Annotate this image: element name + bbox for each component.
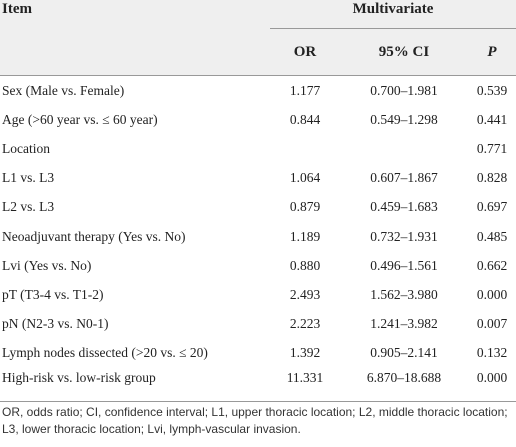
row-label: High-risk vs. low-risk group bbox=[0, 367, 270, 402]
table-row: Lvi (Yes vs. No) 0.880 0.496–1.561 0.662 bbox=[0, 251, 516, 280]
cell: 1.241–3.982 bbox=[370, 316, 438, 332]
table-row: Location 0.771 bbox=[0, 134, 516, 163]
cell: 0.549–1.298 bbox=[370, 111, 438, 127]
table-row: Sex (Male vs. Female) 1.177 0.700–1.981 0.5… bbox=[0, 76, 516, 106]
row-label: Lvi (Yes vs. No) bbox=[2, 257, 92, 273]
cell: 2.493 bbox=[289, 286, 321, 302]
cell: 0.700–1.981 bbox=[370, 82, 438, 98]
table-row: pT (T3-4 vs. T1-2) 2.493 1.562–3.980 0.000 bbox=[0, 280, 516, 309]
cell: 0.828 bbox=[476, 170, 508, 186]
row-label: pN (N2-3 vs. N0-1) bbox=[2, 316, 109, 332]
cell: 11.331 bbox=[270, 367, 340, 402]
group-header: Multivariate bbox=[270, 0, 516, 29]
cell: 0.662 bbox=[476, 257, 508, 273]
footnote: OR, odds ratio; CI, confidence interval;… bbox=[2, 405, 508, 436]
cell: 0.607–1.867 bbox=[370, 170, 438, 186]
row-label: Lymph nodes dissected (>20 vs. ≤ 20) bbox=[2, 345, 208, 361]
cell: 1.177 bbox=[289, 82, 321, 98]
column-header: OR bbox=[270, 28, 340, 76]
cell: 0.441 bbox=[476, 111, 508, 127]
cell bbox=[270, 134, 340, 163]
cell: 0.496–1.561 bbox=[370, 257, 438, 273]
cell: 0.879 bbox=[289, 199, 321, 215]
cell: 0.007 bbox=[476, 316, 508, 332]
table-row: Age (>60 year vs. ≤ 60 year) 0.844 0.549–1… bbox=[0, 105, 516, 134]
item-header: Item bbox=[2, 1, 32, 17]
column-header: 95% CI bbox=[340, 28, 468, 76]
column-header: P bbox=[468, 28, 516, 76]
cell: 1.064 bbox=[289, 170, 321, 186]
cell: 0.844 bbox=[289, 111, 321, 127]
row-label: L2 vs. L3 bbox=[2, 199, 55, 215]
table-row: Lymph nodes dissected (>20 vs. ≤ 20) 1.39… bbox=[0, 339, 516, 368]
cell: 1.392 bbox=[289, 345, 321, 361]
cell: 6.870–18.688 bbox=[340, 367, 468, 402]
table-body: Sex (Male vs. Female) 1.177 0.700–1.981 0.5… bbox=[0, 76, 516, 402]
results-table: Item Multivariate OR 95% CI P Sex (Male … bbox=[0, 0, 516, 402]
table-row: pN (N2-3 vs. N0-1) 2.223 1.241–3.982 0.007 bbox=[0, 310, 516, 339]
table-row: L1 vs. L3 1.064 0.607–1.867 0.828 bbox=[0, 164, 516, 193]
cell: 0.905–2.141 bbox=[370, 345, 438, 361]
row-label: Location bbox=[2, 140, 50, 156]
cell: 1.189 bbox=[289, 228, 321, 244]
row-label: L1 vs. L3 bbox=[2, 170, 55, 186]
table-row: L2 vs. L3 0.879 0.459–1.683 0.697 bbox=[0, 193, 516, 222]
cell: 0.732–1.931 bbox=[370, 228, 438, 244]
cell: 0.132 bbox=[476, 345, 508, 361]
cell: 0.771 bbox=[476, 140, 508, 156]
row-label: Neoadjuvant therapy (Yes vs. No) bbox=[2, 228, 186, 244]
cell: 0.459–1.683 bbox=[370, 199, 438, 215]
cell: 1.562–3.980 bbox=[370, 286, 438, 302]
cell bbox=[340, 134, 468, 163]
row-label: pT (T3-4 vs. T1-2) bbox=[2, 286, 104, 302]
cell: 0.539 bbox=[476, 82, 508, 98]
cell: 0.880 bbox=[289, 257, 321, 273]
row-label: Age (>60 year vs. ≤ 60 year) bbox=[2, 111, 158, 127]
row-label: Sex (Male vs. Female) bbox=[2, 82, 125, 98]
cell: 2.223 bbox=[289, 316, 321, 332]
table-row: High-risk vs. low-risk group 11.331 6.870–… bbox=[0, 367, 516, 402]
cell: 0.000 bbox=[476, 286, 508, 302]
table-row: Neoadjuvant therapy (Yes vs. No) 1.189 0.7… bbox=[0, 222, 516, 251]
cell: 0.697 bbox=[476, 199, 508, 215]
cell: 0.000 bbox=[468, 367, 516, 402]
cell: 0.485 bbox=[476, 228, 508, 244]
